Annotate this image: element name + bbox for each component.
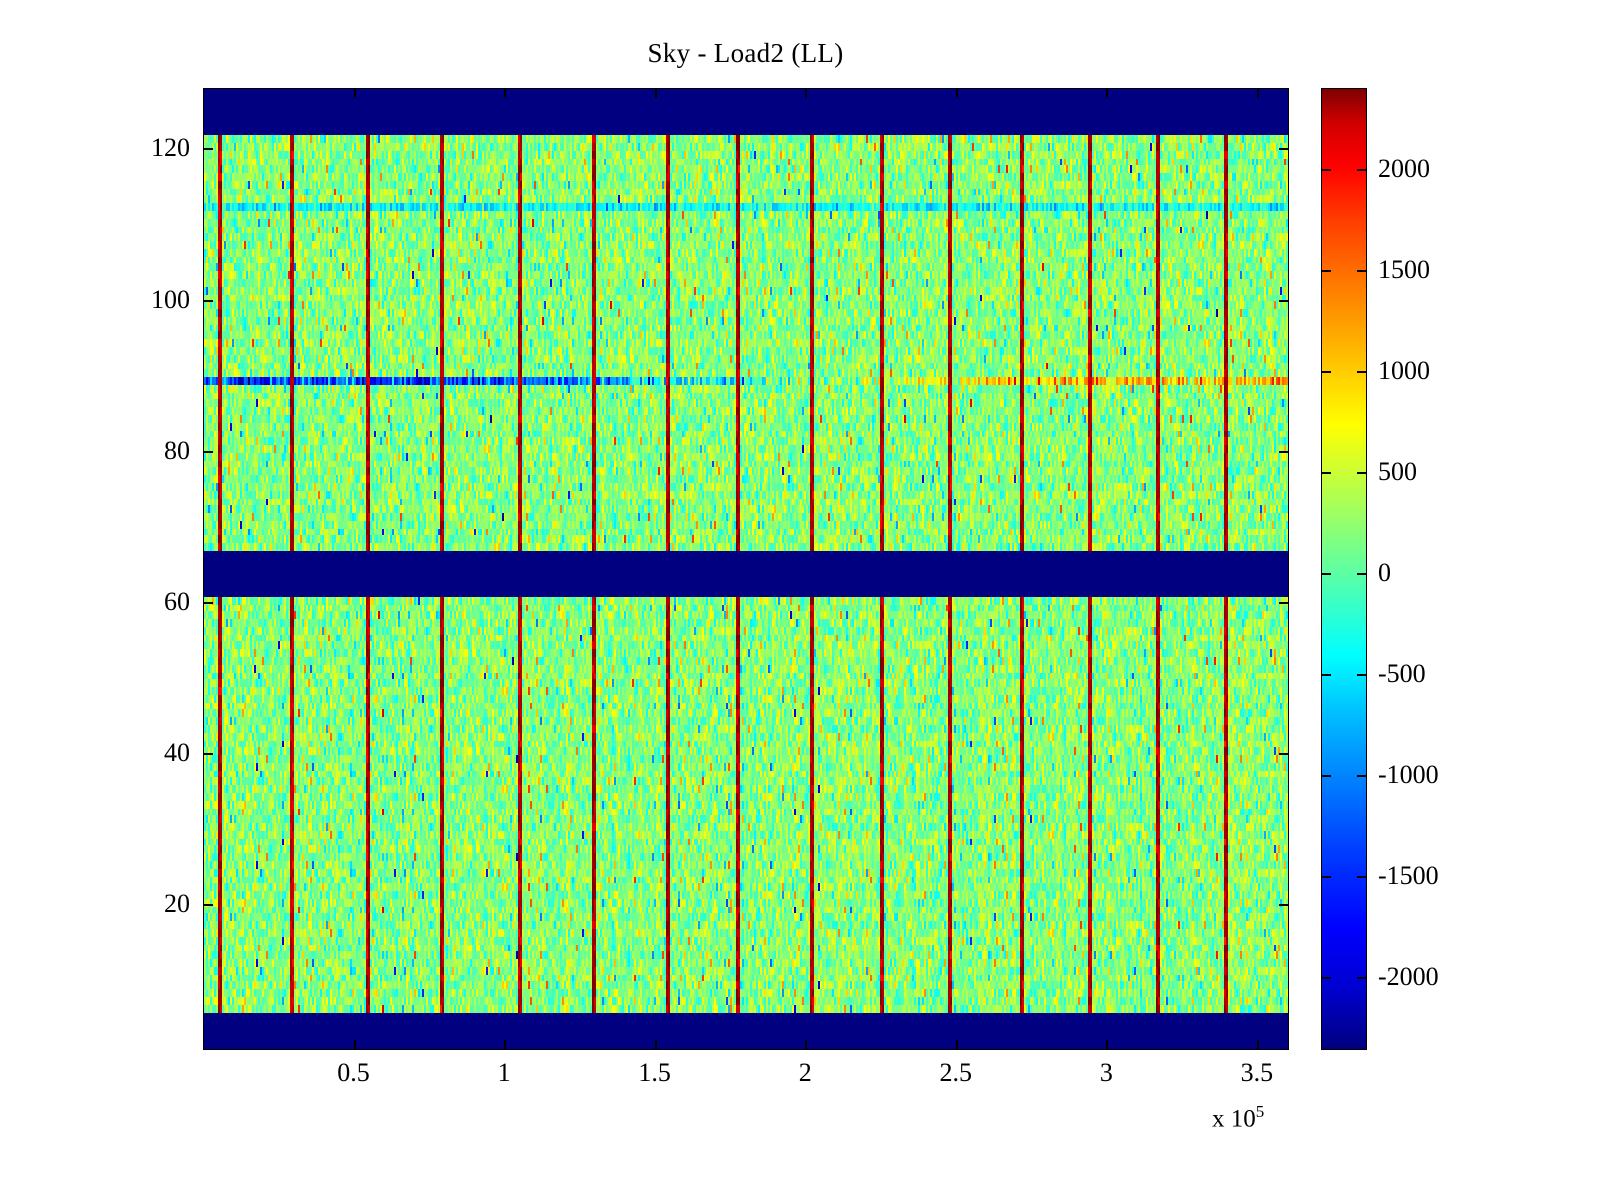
heatmap-axes[interactable]	[203, 88, 1289, 1050]
y-axis-tick-right	[1279, 148, 1288, 151]
x-axis-tick-label: 0.5	[337, 1058, 370, 1087]
y-axis-tick-right	[1279, 602, 1288, 605]
colorbar-tick-left	[1322, 977, 1331, 980]
colorbar-tick-label: 0	[1378, 558, 1391, 588]
colorbar-tick-left	[1322, 775, 1331, 778]
colorbar-tick-label: -500	[1378, 659, 1426, 689]
x-axis-tick-label: 2.5	[939, 1058, 973, 1087]
colorbar-tick-right	[1357, 269, 1366, 272]
heatmap-image	[204, 89, 1288, 1049]
x-axis-tick-top	[1256, 89, 1259, 98]
x-exponent-power: 5	[1255, 1102, 1265, 1121]
x-axis-tick	[805, 1040, 808, 1049]
colorbar-tick-right	[1357, 775, 1366, 778]
colorbar-tick-right	[1357, 573, 1366, 576]
x-axis-tick-top	[353, 89, 356, 98]
y-axis-tick-right	[1279, 450, 1288, 453]
colorbar-tick-label: 500	[1378, 457, 1417, 486]
page-title: Sky - Load2 (LL)	[647, 38, 844, 68]
y-axis-tick-label: 100	[151, 284, 190, 314]
colorbar-tick-right	[1357, 977, 1366, 980]
x-axis-tick	[1106, 1040, 1109, 1049]
colorbar-tick-right	[1357, 472, 1366, 474]
y-axis-tick-right	[1279, 904, 1288, 907]
colorbar-tick-right	[1357, 370, 1366, 373]
y-axis-tick	[204, 450, 213, 453]
colorbar-gradient	[1322, 89, 1366, 1049]
colorbar-tick-right	[1357, 876, 1366, 879]
x-axis-tick-top	[955, 89, 958, 98]
colorbar[interactable]	[1321, 88, 1367, 1050]
y-axis-tick	[204, 299, 213, 302]
colorbar-tick-left	[1322, 573, 1331, 576]
colorbar-tick-right	[1357, 168, 1366, 171]
x-axis-tick-label: 3.5	[1240, 1058, 1274, 1087]
x-axis-tick	[654, 1040, 657, 1049]
colorbar-tick-label: -1500	[1378, 861, 1439, 891]
y-axis-tick-right	[1279, 753, 1288, 756]
colorbar-tick-left	[1322, 370, 1331, 373]
x-exponent-mantissa: x 10	[1212, 1105, 1256, 1133]
y-axis-tick	[204, 602, 213, 605]
colorbar-tick-label: -2000	[1378, 962, 1439, 992]
y-axis-tick-label: 120	[151, 133, 190, 163]
x-axis-tick	[1256, 1040, 1259, 1049]
x-axis-tick-top	[805, 89, 808, 98]
colorbar-tick-label: 1000	[1378, 355, 1430, 385]
y-axis-tick-label: 40	[164, 738, 190, 768]
y-axis-tick	[204, 148, 213, 151]
x-axis-tick-top	[654, 89, 657, 98]
x-axis-tick-label: 1	[497, 1058, 511, 1087]
x-axis-exponent-label: x 105	[1212, 1102, 1264, 1133]
y-axis-tick-label: 60	[164, 587, 190, 617]
y-axis-tick-label: 20	[164, 889, 190, 919]
x-axis-tick	[504, 1040, 507, 1049]
colorbar-tick-right	[1357, 674, 1366, 677]
colorbar-tick-label: 1500	[1378, 254, 1430, 284]
colorbar-tick-left	[1322, 269, 1331, 272]
x-axis-tick	[353, 1040, 356, 1049]
x-axis-tick-label: 1.5	[638, 1058, 671, 1087]
colorbar-tick-left	[1322, 876, 1331, 879]
colorbar-tick-left	[1322, 674, 1331, 677]
x-axis-tick	[955, 1040, 958, 1049]
colorbar-tick-label: 2000	[1378, 153, 1430, 183]
colorbar-tick-left	[1322, 168, 1331, 171]
x-axis-tick-label: 3	[1099, 1058, 1113, 1087]
y-axis-tick	[204, 753, 213, 756]
y-axis-tick	[204, 904, 213, 907]
x-axis-tick-label: 2	[798, 1058, 812, 1087]
colorbar-tick-label: -1000	[1378, 760, 1439, 790]
y-axis-tick-right	[1279, 299, 1288, 302]
x-axis-tick-top	[1106, 89, 1109, 98]
x-axis-tick-top	[504, 89, 507, 98]
colorbar-tick-left	[1322, 472, 1331, 474]
y-axis-tick-label: 80	[164, 435, 190, 465]
